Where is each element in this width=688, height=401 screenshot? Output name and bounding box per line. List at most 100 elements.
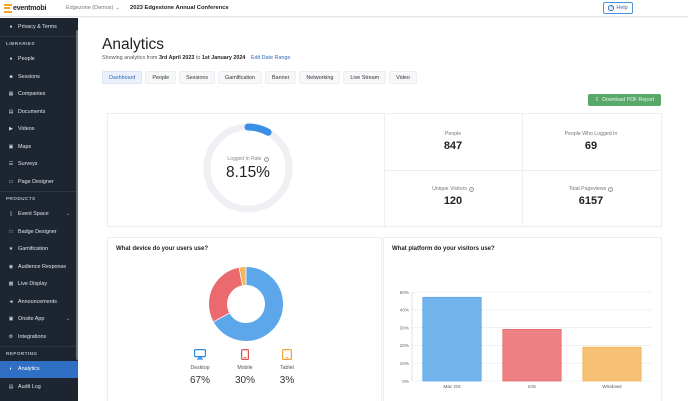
sidebar-item-sessions[interactable]: ■ Sessions	[0, 68, 78, 86]
sidebar-item-label: Integrations	[18, 333, 47, 340]
sidebar-item-label: Videos	[18, 126, 35, 133]
sidebar-item-label: Event Space	[18, 211, 49, 218]
tab-dashboard[interactable]: Dashboard	[102, 71, 143, 84]
logged-in-rate-label-text: Logged In Rate	[227, 156, 262, 162]
analytics-icon: ◐	[9, 366, 13, 373]
kpi-people-value: 847	[443, 140, 463, 152]
eventmobi-logo[interactable]: eventmobi	[0, 3, 64, 13]
sidebar-item-videos[interactable]: ▶ Videos	[0, 121, 78, 139]
tab-sessions[interactable]: Sessions	[179, 71, 216, 84]
y-tick-label: 30%	[400, 325, 409, 330]
lock-icon: ▣	[8, 316, 14, 323]
logo-text: eventmobi	[13, 4, 47, 12]
sidebar-item-label: Page Designer	[18, 178, 54, 185]
donut-separator	[238, 267, 243, 286]
sidebar-item-label: Documents	[18, 108, 46, 115]
plug-icon: ⚙	[8, 333, 14, 340]
download-pdf-button[interactable]: ↧ Download PDF Report	[588, 94, 661, 106]
y-tick-label: 20%	[400, 343, 409, 348]
sidebar-item-label: Announcements	[18, 298, 57, 305]
map-icon: ▣	[8, 143, 14, 150]
logged-in-rate-gauge: Logged In Rate i 8.15%	[200, 120, 296, 216]
sidebar-item-gamification[interactable]: ★ Gamification	[0, 241, 78, 259]
date-from: 3rd April 2023	[158, 55, 195, 61]
edit-date-range-link[interactable]: Edit Date Range	[250, 55, 291, 61]
info-icon[interactable]: i	[468, 186, 474, 192]
analytics-tabs: Dashboard People Sessions Gamification B…	[102, 71, 417, 84]
tab-people[interactable]: People	[145, 71, 177, 84]
bar-ios[interactable]	[502, 328, 562, 382]
document-icon: ▤	[8, 108, 14, 115]
device-donut-chart	[208, 266, 284, 342]
device-card: What device do your users use? Desktop 6…	[108, 238, 381, 401]
sidebar-item-label: Badge Designer	[18, 228, 57, 235]
info-icon[interactable]: i	[263, 156, 269, 162]
to-word: to	[195, 55, 201, 61]
sidebar-item-event-space[interactable]: ▯ Event Space ⌄	[0, 206, 78, 224]
bar-mac-os[interactable]	[422, 296, 482, 382]
y-tick-label: 10%	[400, 361, 409, 366]
device-donut-svg	[209, 267, 283, 341]
showing-prefix: Showing analytics from	[102, 55, 158, 61]
tab-video[interactable]: Video	[389, 71, 417, 84]
tab-gamification[interactable]: Gamification	[218, 71, 263, 84]
sidebar-item-maps[interactable]: ▣ Maps	[0, 138, 78, 156]
sidebar-item-surveys[interactable]: ☰ Surveys	[0, 156, 78, 174]
sidebar: ● Privacy & Terms LIBRARIES ● People ■ Ses…	[0, 18, 78, 401]
sidebar-item-companies[interactable]: ▦ Companies	[0, 86, 78, 104]
device-tablet-value: 3%	[279, 375, 295, 386]
y-tick-label: 0%	[402, 379, 409, 384]
sidebar-item-audience-response[interactable]: ◉ Audience Response	[0, 258, 78, 276]
sidebar-item-audit-log[interactable]: ▤ Audit Log	[0, 378, 78, 396]
sidebar-item-label: Privacy & Terms	[18, 23, 57, 30]
kpi-people-logged-in: People Who Logged In 69	[522, 131, 660, 152]
y-tick-label: 50%	[400, 290, 409, 295]
kpi-people-label: People	[444, 131, 462, 137]
event-title: 2023 Edgestone Annual Conference	[130, 5, 229, 11]
kpi-total-pageviews-label: Total Pageviews i	[522, 186, 660, 192]
building-icon: ▦	[8, 91, 14, 98]
main-content: Analytics Showing analytics from 3rd Apr…	[78, 18, 688, 401]
y-tick-label: 40%	[400, 308, 409, 313]
device-icon: ▯	[9, 211, 13, 218]
device-desktop: Desktop 67%	[180, 349, 220, 386]
sidebar-item-analytics[interactable]: ◐ Analytics	[0, 360, 78, 378]
trophy-icon: ★	[8, 246, 14, 253]
info-icon[interactable]: i	[608, 186, 614, 192]
kpi-unique-visitors-value: 120	[443, 195, 463, 207]
sidebar-item-badge-designer[interactable]: □ Badge Designer	[0, 223, 78, 241]
tab-networking[interactable]: Networking	[299, 71, 341, 84]
help-label: Help	[616, 5, 628, 11]
bar-windows[interactable]	[582, 346, 642, 382]
help-button[interactable]: ? Help	[603, 2, 633, 14]
question-icon: ?	[608, 5, 615, 11]
tab-live-stream[interactable]: Live Stream	[343, 71, 387, 84]
sidebar-item-onsite-app[interactable]: ▣ Onsite App ⌄	[0, 311, 78, 329]
org-switcher[interactable]: Edgezone (Demos) ⌄	[66, 5, 120, 11]
sidebar-section-reporting: REPORTING	[0, 345, 78, 361]
sidebar-item-privacy-terms[interactable]: ● Privacy & Terms	[0, 18, 78, 36]
gauge-arc	[203, 123, 293, 213]
page-title: Analytics	[102, 36, 165, 53]
people-icon: ●	[9, 56, 13, 63]
platform-bar-svg: 0% 10% 20% 30% 40% 50% Mac OS iOS Windows	[400, 290, 652, 390]
kpi-people: People 847	[384, 131, 522, 152]
donut-slice-mobile[interactable]	[209, 267, 283, 341]
sidebar-scrollbar[interactable]	[76, 30, 78, 360]
sidebar-item-live-display[interactable]: ▩ Live Display	[0, 276, 78, 294]
sidebar-item-integrations[interactable]: ⚙ Integrations	[0, 328, 78, 346]
sidebar-item-people[interactable]: ● People	[0, 51, 78, 69]
logged-in-rate-label: Logged In Rate i	[200, 156, 296, 162]
megaphone-icon: ◄	[8, 298, 14, 305]
chevron-down-icon: ⌄	[65, 316, 70, 323]
tab-banner[interactable]: Banner	[265, 71, 297, 84]
top-bar: eventmobi Edgezone (Demos) ⌄ 2023 Edgest…	[0, 0, 688, 17]
sidebar-item-announcements[interactable]: ◄ Announcements	[0, 293, 78, 311]
page-icon: ▭	[8, 178, 14, 185]
x-tick-label: iOS	[528, 384, 536, 390]
donut-separator	[213, 312, 230, 323]
logged-in-rate-value: 8.15%	[226, 164, 270, 181]
survey-icon: ☰	[8, 161, 14, 168]
sidebar-item-page-designer[interactable]: ▭ Page Designer	[0, 173, 78, 191]
sidebar-item-documents[interactable]: ▤ Documents	[0, 103, 78, 121]
